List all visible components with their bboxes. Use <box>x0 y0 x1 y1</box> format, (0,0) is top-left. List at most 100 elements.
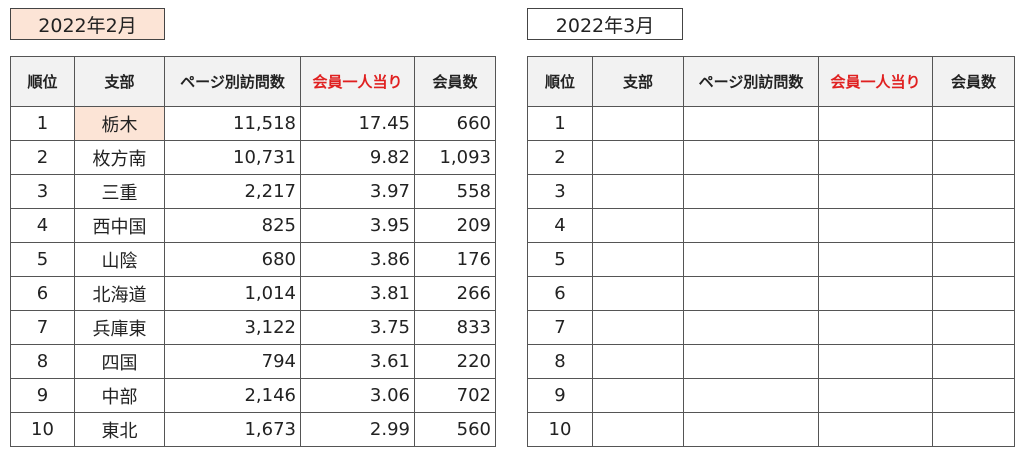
cell-rank[interactable]: 7 <box>527 310 593 345</box>
cell-per-member[interactable] <box>818 140 933 175</box>
cell-rank[interactable]: 9 <box>527 378 593 413</box>
cell-member-count[interactable]: 833 <box>414 310 496 345</box>
cell-page-visits[interactable] <box>683 140 819 175</box>
cell-rank[interactable]: 7 <box>10 310 75 345</box>
cell-branch[interactable] <box>592 378 684 413</box>
cell-rank[interactable]: 2 <box>10 140 75 175</box>
cell-branch[interactable]: 東北 <box>74 412 165 447</box>
cell-per-member[interactable] <box>818 310 933 345</box>
cell-member-count[interactable] <box>932 378 1015 413</box>
cell-rank[interactable]: 4 <box>10 208 75 243</box>
cell-page-visits[interactable] <box>683 378 819 413</box>
cell-page-visits[interactable] <box>683 412 819 447</box>
cell-branch[interactable]: 西中国 <box>74 208 165 243</box>
cell-rank[interactable]: 8 <box>10 344 75 379</box>
cell-per-member[interactable] <box>818 344 933 379</box>
cell-member-count[interactable] <box>932 412 1015 447</box>
cell-page-visits[interactable]: 3,122 <box>164 310 301 345</box>
cell-branch[interactable]: 兵庫東 <box>74 310 165 345</box>
cell-rank[interactable]: 4 <box>527 208 593 243</box>
cell-page-visits[interactable]: 11,518 <box>164 106 301 141</box>
cell-page-visits[interactable]: 1,014 <box>164 276 301 311</box>
cell-per-member[interactable]: 3.97 <box>300 174 415 209</box>
cell-branch[interactable]: 三重 <box>74 174 165 209</box>
cell-page-visits[interactable]: 680 <box>164 242 301 277</box>
cell-member-count[interactable] <box>932 140 1015 175</box>
cell-branch[interactable] <box>592 276 684 311</box>
cell-branch[interactable]: 中部 <box>74 378 165 413</box>
cell-branch[interactable] <box>592 242 684 277</box>
cell-per-member[interactable]: 9.82 <box>300 140 415 175</box>
cell-per-member[interactable] <box>818 276 933 311</box>
cell-per-member[interactable]: 17.45 <box>300 106 415 141</box>
cell-rank[interactable]: 2 <box>527 140 593 175</box>
cell-page-visits[interactable] <box>683 276 819 311</box>
cell-per-member[interactable] <box>818 208 933 243</box>
cell-per-member[interactable]: 3.95 <box>300 208 415 243</box>
cell-page-visits[interactable] <box>683 174 819 209</box>
cell-branch[interactable] <box>592 208 684 243</box>
cell-rank[interactable]: 3 <box>527 174 593 209</box>
cell-rank[interactable]: 1 <box>527 106 593 141</box>
cell-page-visits[interactable] <box>683 310 819 345</box>
cell-member-count[interactable]: 558 <box>414 174 496 209</box>
cell-member-count[interactable]: 220 <box>414 344 496 379</box>
cell-member-count[interactable] <box>932 106 1015 141</box>
cell-per-member[interactable] <box>818 412 933 447</box>
cell-rank[interactable]: 5 <box>527 242 593 277</box>
cell-member-count[interactable] <box>932 276 1015 311</box>
cell-member-count[interactable]: 660 <box>414 106 496 141</box>
cell-rank[interactable]: 6 <box>10 276 75 311</box>
cell-per-member[interactable] <box>818 174 933 209</box>
cell-member-count[interactable] <box>932 344 1015 379</box>
cell-per-member[interactable] <box>818 378 933 413</box>
cell-branch[interactable]: 北海道 <box>74 276 165 311</box>
cell-branch[interactable]: 栃木 <box>74 106 165 141</box>
cell-rank[interactable]: 9 <box>10 378 75 413</box>
cell-page-visits[interactable]: 825 <box>164 208 301 243</box>
cell-page-visits[interactable] <box>683 344 819 379</box>
cell-member-count[interactable] <box>932 174 1015 209</box>
cell-per-member[interactable]: 3.75 <box>300 310 415 345</box>
cell-member-count[interactable] <box>932 208 1015 243</box>
cell-per-member[interactable]: 2.99 <box>300 412 415 447</box>
cell-member-count[interactable]: 702 <box>414 378 496 413</box>
cell-page-visits[interactable]: 1,673 <box>164 412 301 447</box>
cell-page-visits[interactable]: 2,217 <box>164 174 301 209</box>
cell-branch[interactable]: 枚方南 <box>74 140 165 175</box>
cell-branch[interactable] <box>592 344 684 379</box>
cell-rank[interactable]: 8 <box>527 344 593 379</box>
cell-member-count[interactable]: 1,093 <box>414 140 496 175</box>
cell-per-member[interactable]: 3.61 <box>300 344 415 379</box>
cell-rank[interactable]: 5 <box>10 242 75 277</box>
cell-page-visits[interactable] <box>683 106 819 141</box>
cell-branch[interactable]: 四国 <box>74 344 165 379</box>
cell-rank[interactable]: 1 <box>10 106 75 141</box>
cell-member-count[interactable] <box>932 310 1015 345</box>
cell-member-count[interactable]: 560 <box>414 412 496 447</box>
cell-branch[interactable] <box>592 310 684 345</box>
cell-member-count[interactable]: 209 <box>414 208 496 243</box>
cell-branch[interactable]: 山陰 <box>74 242 165 277</box>
cell-branch[interactable] <box>592 106 684 141</box>
cell-page-visits[interactable]: 794 <box>164 344 301 379</box>
cell-per-member[interactable] <box>818 242 933 277</box>
cell-page-visits[interactable] <box>683 208 819 243</box>
cell-branch[interactable] <box>592 174 684 209</box>
cell-page-visits[interactable]: 2,146 <box>164 378 301 413</box>
cell-page-visits[interactable] <box>683 242 819 277</box>
cell-rank[interactable]: 10 <box>10 412 75 447</box>
cell-rank[interactable]: 10 <box>527 412 593 447</box>
cell-member-count[interactable] <box>932 242 1015 277</box>
cell-rank[interactable]: 3 <box>10 174 75 209</box>
cell-rank[interactable]: 6 <box>527 276 593 311</box>
cell-per-member[interactable]: 3.06 <box>300 378 415 413</box>
cell-per-member[interactable]: 3.81 <box>300 276 415 311</box>
cell-member-count[interactable]: 176 <box>414 242 496 277</box>
cell-branch[interactable] <box>592 140 684 175</box>
cell-per-member[interactable] <box>818 106 933 141</box>
cell-per-member[interactable]: 3.86 <box>300 242 415 277</box>
cell-page-visits[interactable]: 10,731 <box>164 140 301 175</box>
cell-branch[interactable] <box>592 412 684 447</box>
cell-member-count[interactable]: 266 <box>414 276 496 311</box>
